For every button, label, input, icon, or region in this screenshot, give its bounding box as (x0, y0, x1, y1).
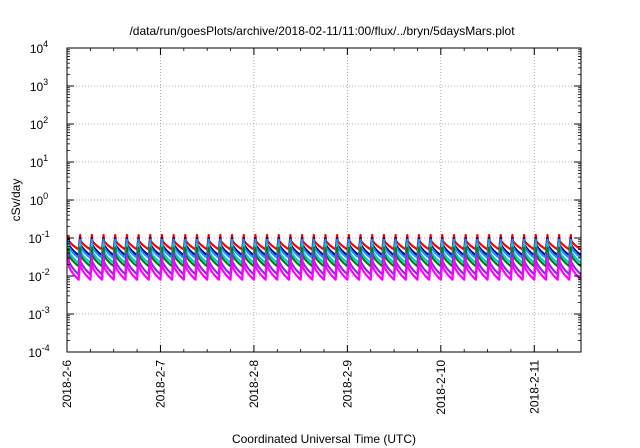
plot-frame (66, 47, 582, 353)
y-tick-label: 10-4 (28, 343, 49, 360)
series-group (67, 233, 582, 281)
y-tick-label: 101 (30, 153, 48, 170)
x-tick-labels: 2018-2-6 2018-2-7 2018-2-8 2018-2-9 2018-2-1… (60, 360, 541, 415)
y-tick-label: 10-2 (28, 267, 49, 284)
y-tick-label: 104 (30, 39, 48, 56)
x-tick-label: 2018-2-9 (340, 360, 354, 408)
x-tick-label: 2018-2-8 (247, 360, 261, 408)
y-tick-label: 100 (30, 191, 48, 208)
x-axis-label: Coordinated Universal Time (UTC) (232, 432, 416, 446)
y-tick-label: 103 (30, 77, 48, 94)
x-tick-label: 2018-2-10 (434, 360, 448, 415)
grid (67, 48, 581, 352)
x-tick-label: 2018-2-6 (60, 360, 74, 408)
x-tick-label: 2018-2-11 (527, 360, 541, 414)
y-tick-label: 10-3 (28, 305, 49, 322)
y-tick-label: 10-1 (28, 229, 49, 246)
chart-title: /data/run/goesPlots/archive/2018-02-11/1… (129, 24, 515, 38)
y-tick-labels: 10-4 10-3 10-2 10-1 100 101 102 103 104 (28, 39, 49, 360)
y-axis-label: cSv/day (9, 179, 23, 222)
ticks (66, 47, 581, 353)
series-line (67, 256, 582, 281)
x-tick-label: 2018-2-7 (153, 360, 167, 408)
y-tick-label: 102 (30, 115, 48, 132)
